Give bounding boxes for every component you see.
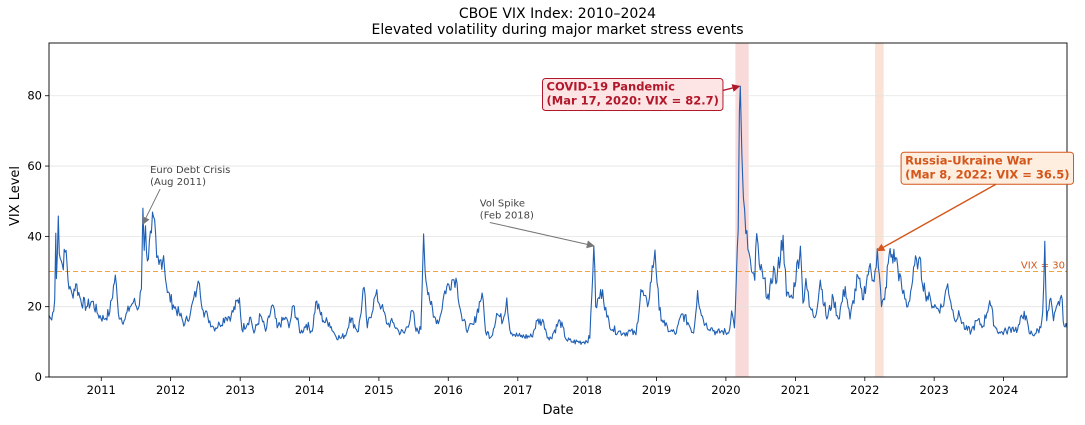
annotation-text: COVID-19 Pandemic (547, 79, 676, 93)
annotation-box (542, 77, 724, 111)
x-tick-label: 2020 (711, 383, 740, 397)
shaded-region (735, 43, 749, 377)
y-tick-label: 40 (27, 229, 42, 243)
annotation-text: (Feb 2018) (480, 210, 534, 221)
plot-frame (48, 42, 1068, 378)
annotation-arrow (722, 84, 741, 92)
annotation-text: Euro Debt Crisis (150, 165, 230, 176)
x-axis-label: Date (542, 403, 573, 418)
threshold-label: VIX = 30 (1021, 261, 1065, 272)
y-tick-label: 60 (27, 159, 42, 173)
x-tick-label: 2023 (920, 383, 949, 397)
x-tick-label: 2012 (156, 383, 185, 397)
annotation-euro: Euro Debt Crisis(Aug 2011) (142, 165, 230, 225)
annotation-text: (Mar 17, 2020: VIX = 82.7) (547, 93, 719, 107)
vix-series-line (48, 85, 1068, 345)
annotation-text: (Aug 2011) (150, 177, 206, 188)
x-tick-label: 2022 (850, 383, 879, 397)
chart-subtitle: Elevated volatility during major market … (371, 22, 744, 38)
x-tick-label: 2013 (226, 383, 255, 397)
annotation-text: Russia-Ukraine War (905, 153, 1033, 167)
shaded-region (875, 43, 884, 377)
x-tick-label: 2021 (781, 383, 810, 397)
annotation-arrow (489, 221, 595, 249)
x-tick-label: 2014 (295, 383, 324, 397)
x-tick-label: 2016 (434, 383, 463, 397)
x-tick-label: 2018 (573, 383, 602, 397)
y-axis-label: VIX Level (8, 166, 23, 226)
x-tick-label: 2019 (642, 383, 671, 397)
y-tick-label: 20 (27, 300, 42, 314)
annotation-arrow (142, 188, 161, 225)
x-tick-label: 2024 (989, 383, 1018, 397)
annotation-text: (Mar 8, 2022: VIX = 36.5) (905, 167, 1069, 181)
x-tick-label: 2011 (87, 383, 116, 397)
annotation-arrow (876, 183, 997, 252)
x-tick-label: 2015 (364, 383, 393, 397)
annotation-text: Vol Spike (480, 198, 525, 209)
annotation-covid: COVID-19 Pandemic(Mar 17, 2020: VIX = 82… (542, 77, 741, 111)
annotation-vol: Vol Spike(Feb 2018) (480, 198, 595, 249)
x-tick-label: 2017 (503, 383, 532, 397)
y-tick-label: 0 (35, 370, 42, 384)
annotation-box (900, 151, 1075, 185)
annotation-ukraine: Russia-Ukraine War(Mar 8, 2022: VIX = 36… (876, 151, 1075, 252)
y-tick-label: 80 (27, 89, 42, 103)
chart-title: CBOE VIX Index: 2010–2024 (458, 6, 657, 22)
